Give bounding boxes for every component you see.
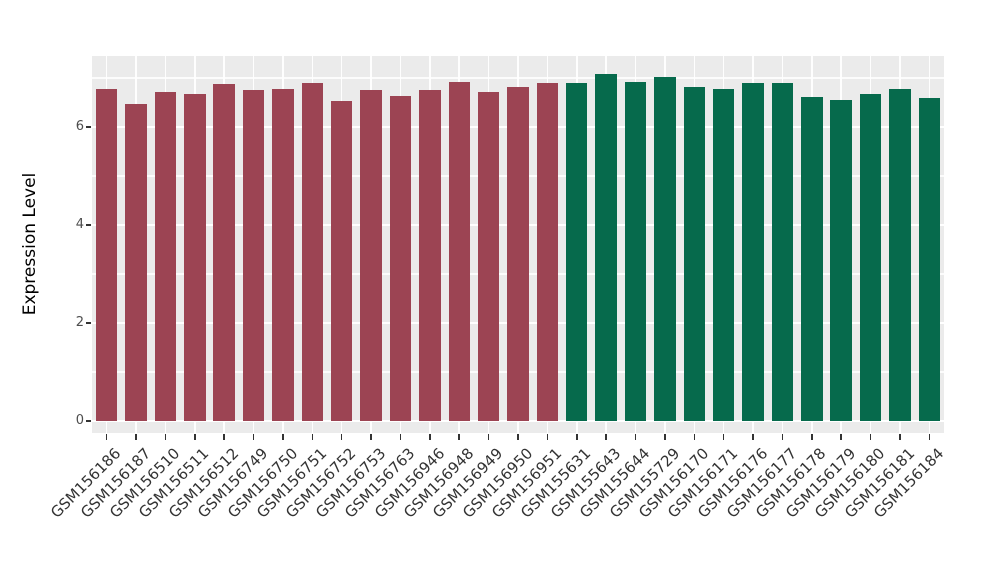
x-tick-mark [282, 434, 284, 440]
x-tick-mark [811, 434, 813, 440]
bar [742, 82, 764, 421]
bar [272, 89, 294, 421]
bar [154, 92, 177, 421]
bar [918, 97, 941, 421]
bar [536, 83, 559, 421]
x-tick-mark [576, 434, 578, 440]
bar [566, 82, 588, 421]
y-tick-label: 6 [75, 119, 84, 134]
bar [624, 82, 647, 421]
x-tick-mark [340, 434, 343, 440]
x-tick-mark [194, 434, 196, 440]
bar [889, 89, 911, 421]
x-tick-mark [517, 434, 519, 440]
x-tick-mark [370, 434, 372, 440]
x-tick-mark [722, 434, 725, 440]
bar [184, 93, 206, 421]
x-tick-mark [605, 434, 607, 440]
bar [477, 92, 500, 421]
bar [389, 95, 412, 421]
bar [830, 100, 852, 421]
bar [125, 104, 147, 421]
bar [419, 90, 441, 421]
y-tick-mark [86, 420, 91, 422]
bar [654, 77, 676, 421]
x-tick-mark [252, 434, 255, 440]
bar [507, 87, 529, 421]
x-tick-mark [752, 434, 754, 440]
y-tick-mark [86, 224, 91, 226]
bar [771, 82, 794, 421]
x-tick-mark [223, 434, 225, 440]
y-tick-label: 2 [75, 315, 84, 330]
bar [95, 89, 118, 421]
bar [360, 89, 382, 421]
bar [448, 82, 470, 421]
x-tick-mark [693, 434, 696, 440]
x-tick-mark [869, 434, 872, 440]
x-tick-mark [546, 434, 549, 440]
plot-panel [92, 56, 944, 433]
y-tick-mark [86, 126, 91, 128]
x-tick-mark [928, 434, 931, 440]
bar [595, 74, 617, 421]
x-tick-mark [664, 434, 666, 440]
x-tick-mark [781, 434, 784, 440]
bar [712, 88, 735, 421]
bar [683, 87, 705, 421]
bar [859, 93, 882, 421]
x-tick-mark [429, 434, 431, 440]
y-tick-mark [86, 322, 91, 324]
bar [331, 100, 353, 421]
x-tick-mark [634, 434, 637, 440]
x-tick-mark [487, 434, 490, 440]
y-tick-label: 0 [75, 413, 84, 428]
bar [242, 89, 265, 421]
x-tick-mark [105, 434, 108, 440]
x-tick-mark [399, 434, 402, 440]
x-tick-mark [135, 434, 137, 440]
x-tick-mark [164, 434, 167, 440]
bar [801, 97, 823, 421]
y-axis-title: Expression Level [20, 172, 40, 316]
x-tick-mark [840, 434, 842, 440]
x-tick-mark [899, 434, 901, 440]
x-tick-mark [458, 434, 460, 440]
x-tick-mark [311, 434, 314, 440]
y-tick-label: 4 [75, 217, 84, 232]
bar [301, 82, 324, 421]
bar [213, 84, 235, 421]
